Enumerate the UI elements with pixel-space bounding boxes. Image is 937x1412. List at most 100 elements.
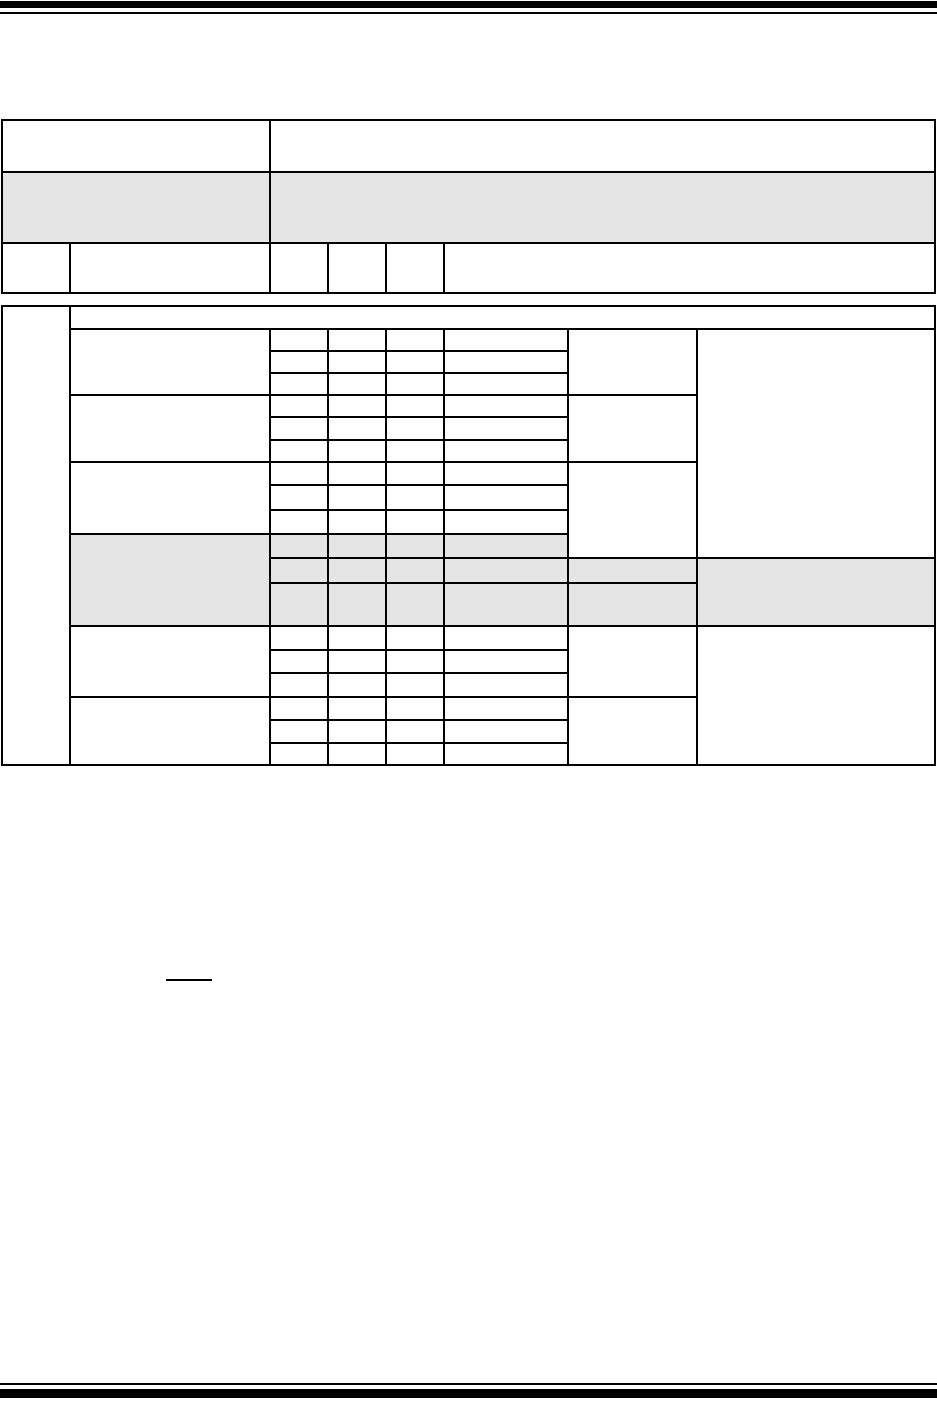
table-row: [2, 625, 936, 766]
table-cell-shaded: [567, 557, 698, 584]
table-cell: [327, 649, 387, 674]
group-merged-cell: [567, 328, 698, 396]
footnote-rule: [166, 979, 212, 981]
table-cell: [385, 372, 445, 396]
table-row-shaded: [1, 171, 936, 244]
table-cell: [327, 416, 387, 441]
table-cell: [269, 394, 329, 418]
table-cell: [385, 509, 445, 535]
group-label-cell: [69, 328, 271, 396]
table-row: [2, 719, 935, 744]
table-cell: [327, 461, 387, 486]
table-row-shaded: [2, 582, 935, 627]
left-spanner-cell: [1, 305, 71, 766]
table-cell: [327, 394, 387, 418]
table-row: [2, 328, 936, 559]
table-cell: [269, 461, 329, 486]
table-cell: [443, 484, 569, 511]
table-cell: [443, 672, 569, 698]
table-cell: [327, 672, 387, 698]
table-cell: [269, 416, 329, 441]
table-cell: [327, 242, 387, 294]
bottom-thick-rule: [0, 1389, 937, 1398]
top-thick-rule: [0, 1, 937, 8]
table-cell: [269, 439, 329, 463]
table-row: [1, 119, 936, 173]
table-cell: [385, 416, 445, 441]
table-row: [2, 484, 935, 511]
table-row: [2, 696, 935, 766]
table-cell: [385, 350, 445, 374]
upper-form-table: [1, 119, 936, 294]
group-merged-cell: [567, 394, 698, 463]
table-cell: [327, 439, 387, 463]
table-cell: [385, 394, 445, 418]
table-row: [2, 439, 935, 463]
table-cell-shaded: [443, 533, 569, 559]
table-cell: [385, 484, 445, 511]
bottom-thin-rule: [0, 1383, 937, 1385]
table-cell: [443, 394, 569, 418]
group-merged-cell: [567, 696, 698, 766]
table-cell-shaded: [385, 582, 445, 627]
table-cell: [269, 719, 329, 744]
table-cell: [385, 439, 445, 463]
table-cell: [443, 696, 569, 721]
table-cell: [443, 439, 569, 463]
table-cell: [327, 372, 387, 396]
table-cell: [385, 742, 445, 766]
table-cell: [443, 242, 936, 294]
table-cell-shaded: [385, 557, 445, 584]
table-cell-shaded: [269, 582, 329, 627]
table-row-shaded: [2, 533, 935, 627]
tall-merged-cell-shaded: [696, 557, 936, 627]
table-cell: [327, 719, 387, 744]
table-cell: [443, 509, 569, 535]
table-cell: [385, 696, 445, 721]
top-thin-rule: [0, 12, 937, 14]
table-cell-shaded: [269, 557, 329, 584]
tall-merged-cell: [696, 625, 936, 766]
table-cell: [327, 484, 387, 511]
table-cell: [269, 742, 329, 766]
table-cell: [1, 119, 271, 173]
table-cell: [269, 372, 329, 396]
table-cell-shaded: [385, 533, 445, 559]
lower-form-table: [1, 305, 936, 766]
table-cell: [327, 696, 387, 721]
table-cell: [269, 509, 329, 535]
table-cell: [443, 742, 569, 766]
table-cell: [269, 672, 329, 698]
table-cell: [443, 350, 569, 374]
group-label-cell: [69, 625, 271, 698]
table-cell: [385, 649, 445, 674]
table-cell-shaded: [269, 171, 936, 244]
table-cell: [269, 350, 329, 374]
table-cell: [443, 416, 569, 441]
table-cell: [269, 484, 329, 511]
table-cell: [385, 242, 445, 294]
group-label-cell: [69, 461, 271, 535]
group-merged-cell: [567, 625, 698, 698]
table-cell: [385, 719, 445, 744]
table-cell: [327, 742, 387, 766]
group-merged-cell: [567, 461, 698, 559]
table-row: [2, 742, 935, 766]
table-row-shaded: [2, 557, 936, 627]
table-cell: [385, 672, 445, 698]
table-row: [1, 242, 936, 294]
table-row: [2, 672, 935, 698]
table-cell: [327, 509, 387, 535]
table-cell: [385, 625, 445, 651]
table-cell: [443, 625, 569, 651]
table-cell: [1, 242, 71, 294]
table-row: [2, 372, 935, 396]
table-cell: [269, 328, 329, 352]
table-cell-shaded: [443, 582, 569, 627]
table-cell: [443, 649, 569, 674]
table-cell: [443, 461, 569, 486]
table-cell: [385, 461, 445, 486]
table-cell-shaded: [269, 533, 329, 559]
table-cell-shaded: [327, 582, 387, 627]
